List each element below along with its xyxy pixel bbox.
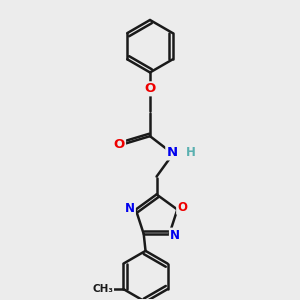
Text: N: N	[170, 229, 180, 242]
Text: O: O	[177, 201, 187, 214]
Text: N: N	[166, 146, 177, 159]
Text: N: N	[125, 202, 135, 214]
Text: O: O	[114, 138, 125, 151]
Text: O: O	[144, 82, 156, 95]
Text: CH₃: CH₃	[92, 284, 113, 294]
Text: H: H	[186, 146, 196, 159]
